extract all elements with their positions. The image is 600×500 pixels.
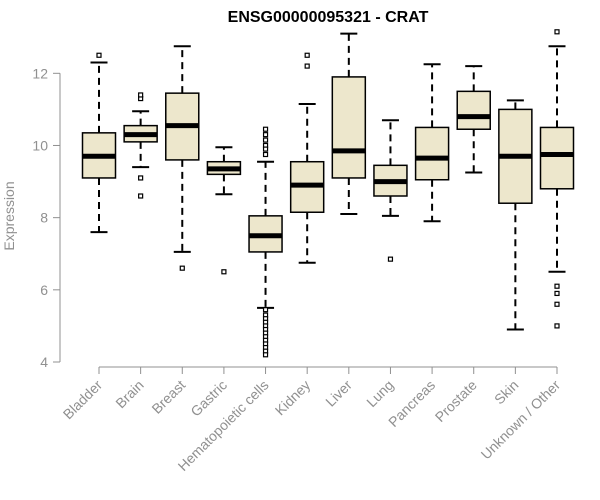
outlier-point [96, 52, 102, 58]
box-skin [498, 99, 533, 331]
outlier-point [138, 175, 144, 181]
outlier-point [554, 290, 560, 297]
outlier-point [262, 126, 269, 132]
x-category-label: Prostate [432, 377, 480, 425]
box-unknown-other [539, 29, 575, 329]
box-breast [165, 45, 200, 271]
x-category-label: Lung [363, 377, 396, 410]
x-category-label: Unknown / Other [478, 377, 564, 463]
outlier-point [554, 29, 560, 35]
y-tick-label: 10 [32, 137, 48, 153]
boxes-group [81, 29, 575, 358]
box-iqr [539, 126, 575, 190]
outlier-point [262, 151, 269, 158]
outlier-point [179, 265, 185, 271]
outlier-point [262, 146, 269, 152]
box-brain [123, 92, 158, 199]
box-bladder [81, 52, 117, 234]
x-category-label: Skin [491, 377, 522, 408]
y-axis: 4 6 8 10 12 [32, 65, 61, 370]
x-category-label: Brain [112, 377, 146, 411]
box-iqr [456, 90, 491, 130]
y-tick-label: 4 [40, 354, 48, 370]
outlier-point [138, 92, 144, 98]
outlier-point [262, 132, 269, 138]
x-category-label: Bladder [60, 377, 106, 423]
outlier-point [304, 63, 310, 69]
y-tick-label: 6 [40, 282, 48, 298]
y-tick-label: 8 [40, 210, 48, 226]
box-iqr [331, 76, 367, 179]
box-iqr [414, 126, 450, 181]
box-kidney [289, 52, 325, 264]
box-pancreas [414, 63, 450, 223]
outlier-point [387, 256, 394, 262]
outlier-point [221, 269, 227, 275]
outlier-point [554, 301, 560, 307]
box-gastric [206, 146, 242, 275]
outlier-point [554, 323, 560, 329]
outlier-point [138, 193, 144, 199]
outlier-point [262, 307, 269, 313]
y-axis-label: Expression [1, 181, 17, 250]
outlier-point [554, 283, 560, 289]
box-prostate [456, 65, 491, 174]
chart-title: ENSG00000095321 - CRAT [228, 9, 429, 26]
outlier-point [304, 52, 310, 58]
y-tick-label: 12 [32, 65, 48, 81]
box-liver [331, 32, 367, 216]
x-category-label: Breast [148, 377, 188, 417]
x-category-label: Kidney [272, 377, 314, 419]
box-hematopoietic-cells [248, 126, 283, 358]
x-category-label: Liver [322, 377, 355, 410]
outlier-point [262, 352, 269, 358]
box-lung [373, 119, 408, 262]
outlier-point [262, 137, 269, 143]
